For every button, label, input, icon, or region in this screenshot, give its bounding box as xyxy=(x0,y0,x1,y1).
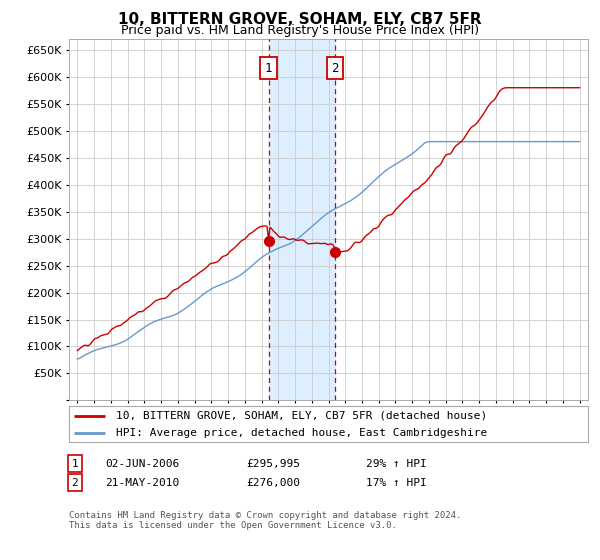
Text: 10, BITTERN GROVE, SOHAM, ELY, CB7 5FR (detached house): 10, BITTERN GROVE, SOHAM, ELY, CB7 5FR (… xyxy=(116,411,487,421)
Text: Price paid vs. HM Land Registry's House Price Index (HPI): Price paid vs. HM Land Registry's House … xyxy=(121,24,479,36)
Text: HPI: Average price, detached house, East Cambridgeshire: HPI: Average price, detached house, East… xyxy=(116,428,487,437)
Text: 02-JUN-2006: 02-JUN-2006 xyxy=(105,459,179,469)
Text: 2: 2 xyxy=(71,478,79,488)
Text: £295,995: £295,995 xyxy=(246,459,300,469)
Text: 2: 2 xyxy=(331,62,339,74)
Text: 1: 1 xyxy=(71,459,79,469)
Text: 17% ↑ HPI: 17% ↑ HPI xyxy=(366,478,427,488)
Text: 21-MAY-2010: 21-MAY-2010 xyxy=(105,478,179,488)
Text: 10, BITTERN GROVE, SOHAM, ELY, CB7 5FR: 10, BITTERN GROVE, SOHAM, ELY, CB7 5FR xyxy=(118,12,482,27)
Bar xyxy=(269,39,335,400)
Text: 29% ↑ HPI: 29% ↑ HPI xyxy=(366,459,427,469)
Text: Contains HM Land Registry data © Crown copyright and database right 2024.
This d: Contains HM Land Registry data © Crown c… xyxy=(69,511,461,530)
Text: £276,000: £276,000 xyxy=(246,478,300,488)
Text: 1: 1 xyxy=(265,62,272,74)
